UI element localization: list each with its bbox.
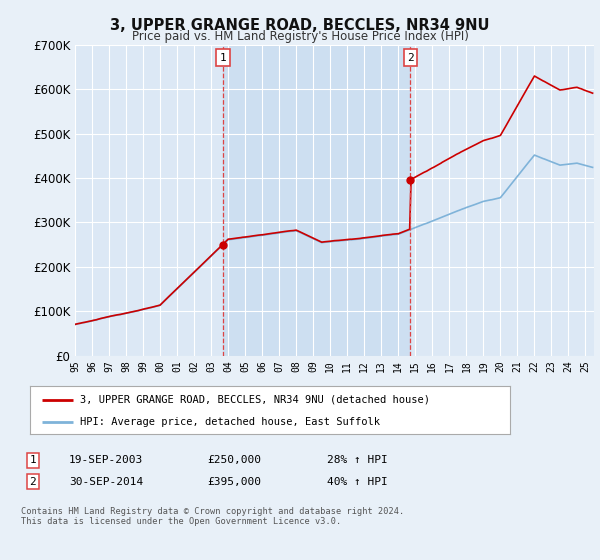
- Text: Contains HM Land Registry data © Crown copyright and database right 2024.
This d: Contains HM Land Registry data © Crown c…: [21, 507, 404, 526]
- Text: 1: 1: [220, 53, 227, 63]
- Text: 3, UPPER GRANGE ROAD, BECCLES, NR34 9NU: 3, UPPER GRANGE ROAD, BECCLES, NR34 9NU: [110, 18, 490, 33]
- Text: Price paid vs. HM Land Registry's House Price Index (HPI): Price paid vs. HM Land Registry's House …: [131, 30, 469, 43]
- Text: 28% ↑ HPI: 28% ↑ HPI: [327, 455, 388, 465]
- Text: 2: 2: [407, 53, 414, 63]
- Text: 1: 1: [29, 455, 37, 465]
- Text: HPI: Average price, detached house, East Suffolk: HPI: Average price, detached house, East…: [80, 417, 380, 427]
- Bar: [223, 45, 410, 356]
- Text: 30-SEP-2014: 30-SEP-2014: [69, 477, 143, 487]
- Text: 19-SEP-2003: 19-SEP-2003: [69, 455, 143, 465]
- Text: £250,000: £250,000: [207, 455, 261, 465]
- Text: 3, UPPER GRANGE ROAD, BECCLES, NR34 9NU (detached house): 3, UPPER GRANGE ROAD, BECCLES, NR34 9NU …: [80, 395, 430, 405]
- Text: £395,000: £395,000: [207, 477, 261, 487]
- Text: 40% ↑ HPI: 40% ↑ HPI: [327, 477, 388, 487]
- Text: 2: 2: [29, 477, 37, 487]
